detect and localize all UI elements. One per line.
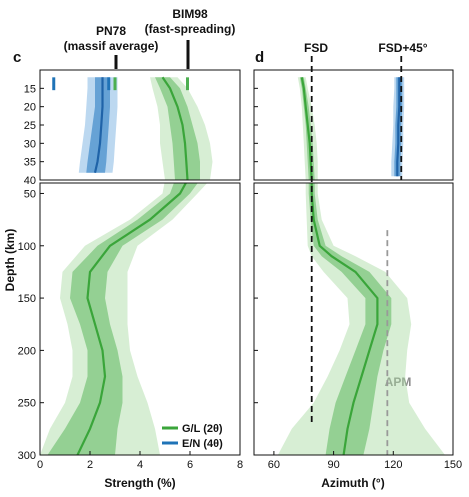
x-axis-label-d: Azimuth (°): [321, 476, 384, 490]
y-tick-label: 40: [24, 175, 36, 187]
y-tick-label: 30: [24, 138, 36, 150]
x-tick-label: 2: [87, 459, 93, 471]
y-tick-label: 250: [18, 398, 36, 410]
x-tick-label: 8: [237, 459, 243, 471]
y-tick-label: 25: [24, 120, 36, 132]
x-tick-label: 6: [187, 459, 193, 471]
y-tick-label: 35: [24, 157, 36, 169]
legend: G/L (2θ) E/N (4θ): [162, 423, 223, 450]
series-line-gl-c-lower: [76, 183, 188, 455]
x-tick-label: 120: [384, 459, 402, 471]
x-tick-label: 90: [327, 459, 339, 471]
band-inner-gl-d-lower: [308, 183, 392, 455]
x-tick-label: 4: [137, 459, 143, 471]
y-tick-label: 50: [24, 188, 36, 200]
band-inner-en-c-upper: [86, 77, 110, 173]
y-tick-label: 300: [18, 450, 36, 462]
y-tick-label: 100: [18, 241, 36, 253]
x-tick-label: 150: [444, 459, 462, 471]
y-tick-label: 20: [24, 102, 36, 114]
annotation-bim98: BIM98: [172, 7, 208, 21]
annotation-pn78-sub: (massif average): [64, 39, 159, 53]
x-tick-label: 0: [37, 459, 43, 471]
band-inner-gl-c-upper: [155, 77, 200, 180]
x-axis-label-c: Strength (%): [104, 476, 175, 490]
apm-label: APM: [385, 375, 412, 389]
series-line-en-d-upper: [396, 77, 401, 177]
annotation-bim98-sub: (fast-spreading): [145, 22, 236, 36]
legend-label-gl: G/L (2θ): [182, 423, 223, 435]
annotation-fsd: FSD: [304, 41, 328, 55]
y-axis-label: Depth (km): [3, 229, 17, 292]
annotation-pn78: PN78: [96, 24, 126, 38]
series-line-gl-d-upper: [300, 77, 313, 180]
axes-frame-lower-d: [253, 182, 454, 456]
band-outer-gl-c-lower: [40, 183, 208, 455]
x-tick-label: 60: [268, 459, 280, 471]
y-tick-label: 200: [18, 345, 36, 357]
series-line-gl-c-upper: [161, 76, 189, 180]
y-tick-label: 15: [24, 83, 36, 95]
axes-frame-upper-d: [253, 69, 454, 181]
panel-label-c: c: [13, 49, 21, 66]
band-inner-gl-c-lower: [47, 183, 198, 455]
annotation-fsd45: FSD+45°: [378, 41, 427, 55]
panel-label-d: d: [255, 49, 264, 66]
legend-label-en: E/N (4θ): [182, 438, 223, 450]
series-line-gl-d-lower: [310, 183, 379, 455]
y-tick-label: 150: [18, 293, 36, 305]
series-line-en-c-upper: [93, 77, 104, 173]
